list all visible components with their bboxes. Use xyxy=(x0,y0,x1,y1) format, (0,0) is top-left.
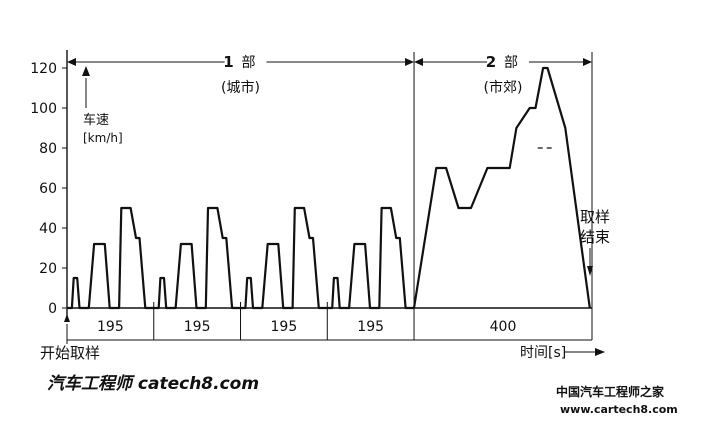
start-arrow-head xyxy=(64,314,70,322)
y-ticks: 0 20 40 60 80 100 120 xyxy=(30,61,67,317)
phase-arrow-head-right xyxy=(405,58,415,66)
phase-arrow-head-left xyxy=(67,58,76,66)
watermark-left: 汽车工程师 catech8.com xyxy=(47,374,259,394)
phase-number: 1 xyxy=(223,53,233,71)
phase-name: 部 xyxy=(504,55,518,71)
segment-duration-label: 195 xyxy=(271,319,298,335)
x-axis-label: 时间[s] xyxy=(520,345,566,361)
series-lines xyxy=(67,66,591,310)
watermark-right-line1: 中国汽车工程师之家 xyxy=(556,384,665,399)
segment-duration-label: 400 xyxy=(490,319,517,335)
y-tick-label: 100 xyxy=(30,101,57,117)
y-tick-label: 60 xyxy=(39,181,57,197)
end-label-line2: 结束 xyxy=(580,228,610,246)
suburban-cycle-line xyxy=(412,66,591,309)
phase-arrow-head-left xyxy=(414,58,424,66)
urban-cycle-line-1 xyxy=(67,206,154,310)
y-axis-label-line2: [km/h] xyxy=(83,131,123,145)
urban-cycle-line-4 xyxy=(327,206,414,310)
phase-subtitle: (市郊) xyxy=(484,79,523,96)
phase-markers: 1 部(城市)2 部(市郊) xyxy=(67,52,592,340)
axes xyxy=(64,50,605,356)
segment-duration-label: 195 xyxy=(184,319,211,335)
y-tick-label: 80 xyxy=(39,141,57,157)
phase-number: 2 xyxy=(486,53,496,71)
end-arrow-head xyxy=(587,266,593,276)
y-axis-label-line1: 车速 xyxy=(83,112,109,128)
segment-duration-label: 195 xyxy=(357,319,384,335)
watermark-right-line2: www.cartech8.com xyxy=(560,403,678,416)
phase-name: 部 xyxy=(242,55,256,71)
phase-subtitle: (城市) xyxy=(221,79,260,96)
y-tick-label: 120 xyxy=(30,61,57,77)
y-tick-label: 20 xyxy=(39,261,57,277)
urban-cycle-line-3 xyxy=(240,206,328,310)
end-label-line1: 取样 xyxy=(580,208,610,226)
segment-duration-label: 195 xyxy=(97,319,124,335)
phase-arrow-head-right xyxy=(583,58,592,66)
y-tick-label: 0 xyxy=(48,301,57,317)
y-tick-label: 40 xyxy=(39,221,57,237)
start-label: 开始取样 xyxy=(40,344,100,362)
x-time-arrow-head xyxy=(595,348,605,356)
segment-labels: 195 195 195 195 400 xyxy=(97,302,516,340)
urban-cycle-line-2 xyxy=(153,206,241,310)
y-axis-arrow-head xyxy=(82,66,90,76)
